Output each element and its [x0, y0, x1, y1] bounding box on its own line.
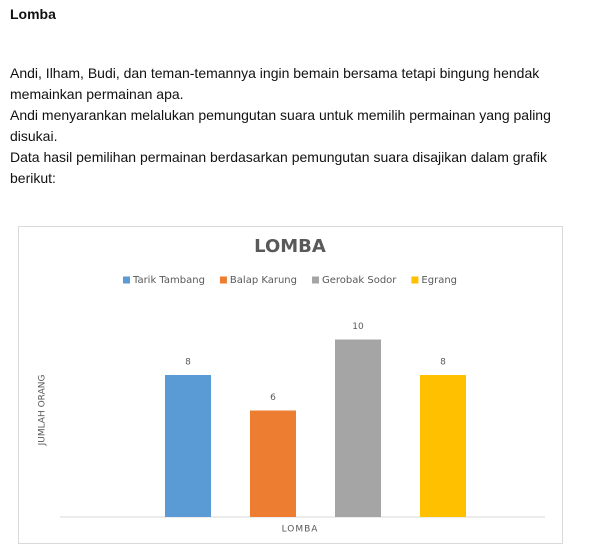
data-label: 10: [352, 322, 364, 332]
data-label: 6: [270, 393, 276, 403]
bar: [165, 375, 211, 517]
paragraph: Andi menyarankan melalukan pemungutan su…: [10, 107, 551, 144]
data-label: 8: [185, 358, 191, 368]
bar: [420, 375, 466, 517]
legend-swatch: [219, 276, 227, 284]
bar: [250, 410, 296, 517]
legend-swatch: [411, 276, 419, 284]
legend: Tarik Tambang Balap Karung Gerobak Sodor Eg…: [122, 275, 457, 286]
document-title: Lomba: [10, 6, 56, 22]
legend-label: Egrang: [421, 275, 457, 286]
paragraph: Data hasil pemilihan permainan berdasark…: [10, 149, 547, 186]
x-axis-label: LOMBA: [282, 525, 319, 535]
data-label: 8: [440, 358, 446, 368]
bar: [335, 339, 381, 517]
legend-label: Balap Karung: [230, 275, 297, 286]
paragraph: Andi, Ilham, Budi, dan teman-temannya in…: [10, 65, 540, 102]
legend-swatch: [122, 276, 130, 284]
y-axis-label: JUMLAH ORANG: [38, 375, 48, 447]
paragraphs: Andi, Ilham, Budi, dan teman-temannya in…: [10, 63, 575, 189]
legend-label: Gerobak Sodor: [322, 275, 397, 286]
chart-title: LOMBA: [254, 236, 326, 257]
legend-label: Tarik Tambang: [132, 275, 205, 286]
legend-swatch: [312, 276, 320, 284]
